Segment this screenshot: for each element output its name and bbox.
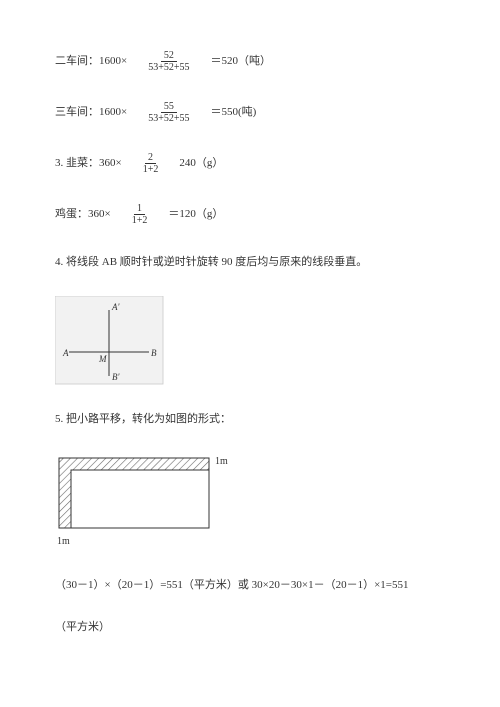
frac-den: 53+52+55 — [145, 113, 192, 124]
workshop-2-line: 二车间： 1600× 52 53+52+55 ＝520（吨） — [55, 50, 445, 73]
label-Ap: A' — [111, 302, 120, 312]
label-workshop-2: 二车间： — [55, 54, 99, 69]
result-p1: ＝520（吨） — [211, 54, 272, 69]
problem-4-text: 4. 将线段 AB 顺时针或逆时针旋转 90 度后均与原来的线段垂直。 — [55, 254, 445, 272]
fraction-p1: 52 53+52+55 — [145, 50, 192, 73]
base-3a: 360× — [99, 156, 122, 171]
problem-5-calc-1: （30－1）×（20－1）=551（平方米）或 30×20－30×1－（20－1… — [55, 577, 445, 595]
base-3b: 360× — [88, 207, 111, 222]
label-Bp: B' — [112, 372, 120, 382]
label-jidan: 鸡蛋： — [55, 207, 88, 222]
workshop-3-line: 三车间： 1600× 55 53+52+55 ＝550(吨) — [55, 101, 445, 124]
label-1m-top: 1m — [215, 456, 228, 467]
problem-5-calc-2: （平方米） — [55, 619, 445, 637]
label-workshop-3: 三车间： — [55, 105, 99, 120]
fraction-p2: 55 53+52+55 — [145, 101, 192, 124]
frac-num: 55 — [161, 101, 177, 113]
frac-den: 53+52+55 — [145, 62, 192, 73]
fraction-p3a: 2 1+2 — [140, 152, 162, 175]
result-p3b: ＝120（g） — [168, 207, 223, 222]
result-p2: ＝550(吨) — [211, 105, 257, 120]
base-workshop-3: 1600× — [99, 105, 127, 120]
diagram-rotation: A B M A' B' — [55, 296, 445, 389]
problem-3a-line: 3. 韭菜： 360× 2 1+2 240（g） — [55, 152, 445, 175]
rotation-svg: A B M A' B' — [55, 296, 165, 386]
label-1m-bottom: 1m — [57, 536, 70, 547]
problem-3b-line: 鸡蛋： 360× 1 1+2 ＝120（g） — [55, 203, 445, 226]
label-M: M — [98, 354, 107, 364]
page-content: 二车间： 1600× 52 53+52+55 ＝520（吨） 三车间： 1600… — [0, 0, 500, 690]
frac-den: 1+2 — [140, 164, 162, 175]
path-svg: 1m 1m — [55, 452, 255, 552]
frac-num: 1 — [134, 203, 145, 215]
frac-num: 52 — [161, 50, 177, 62]
problem-5-text: 5. 把小路平移，转化为如图的形式： — [55, 411, 445, 429]
label-B: B — [151, 348, 157, 358]
label-A: A — [62, 348, 69, 358]
fraction-p3b: 1 1+2 — [129, 203, 151, 226]
base-workshop-2: 1600× — [99, 54, 127, 69]
diagram-path-translate: 1m 1m — [55, 452, 445, 555]
frac-num: 2 — [145, 152, 156, 164]
frac-den: 1+2 — [129, 215, 151, 226]
result-p3a: 240（g） — [179, 156, 223, 171]
label-jiucai: 3. 韭菜： — [55, 156, 99, 171]
